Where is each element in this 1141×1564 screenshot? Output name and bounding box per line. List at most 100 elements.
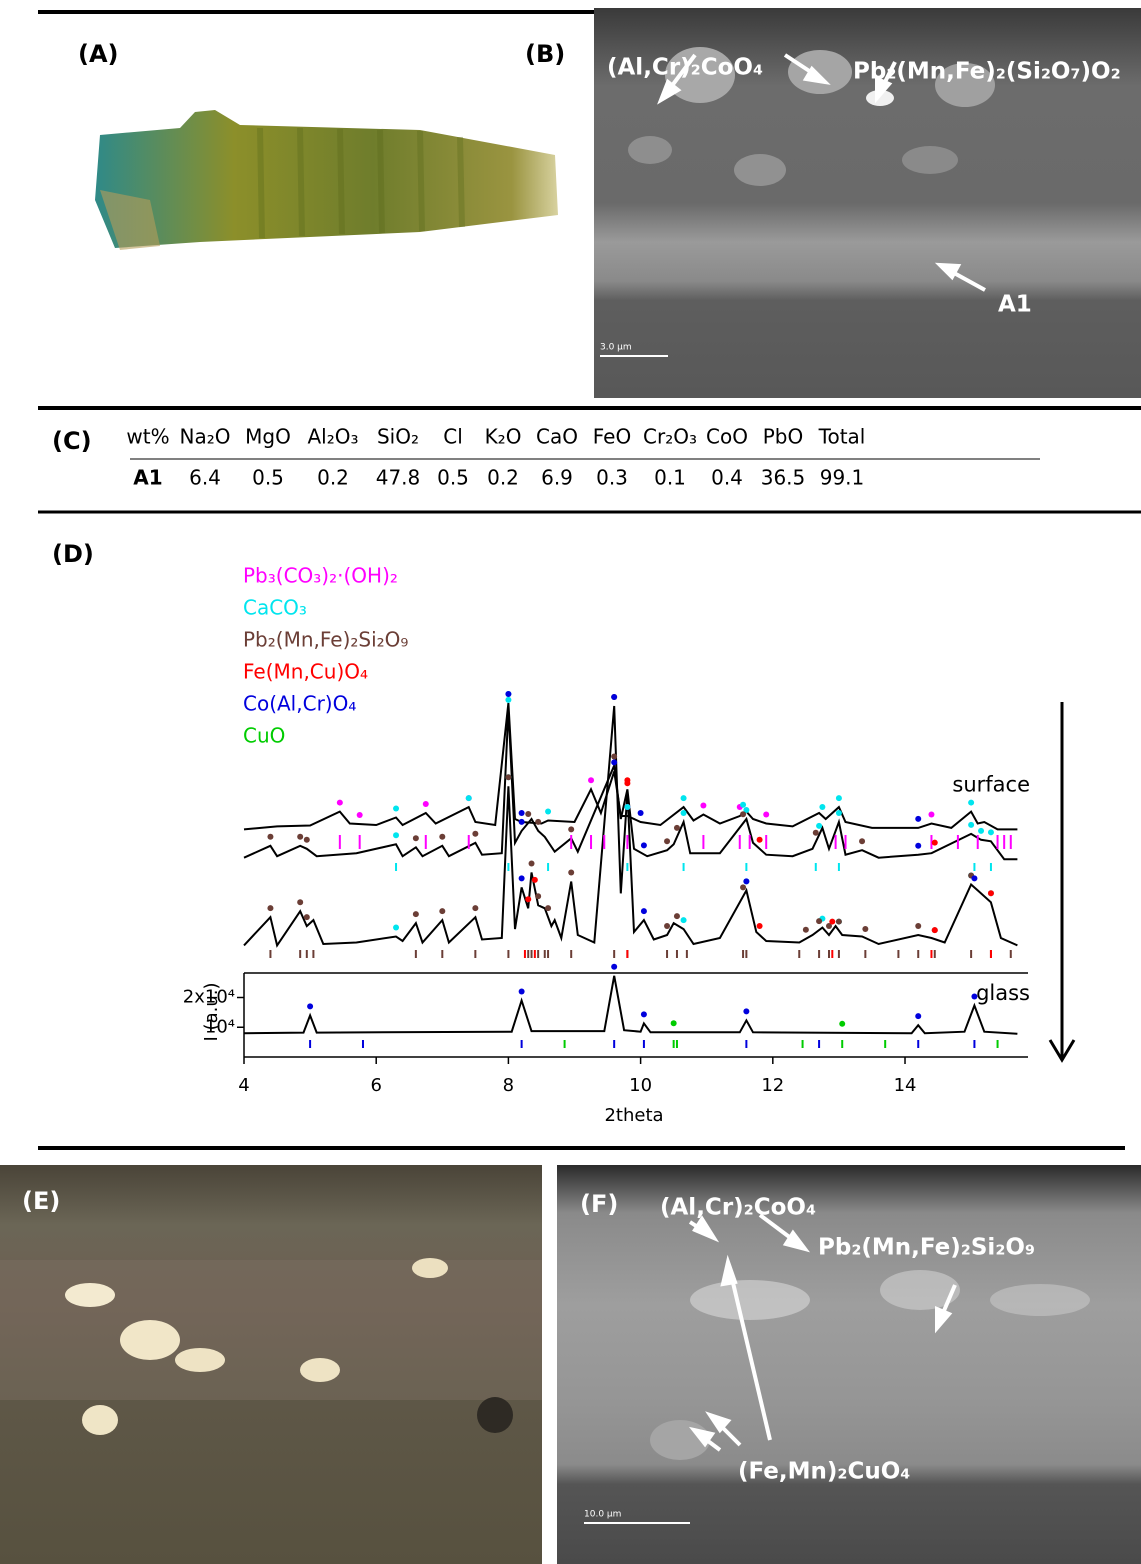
peak-dot <box>763 811 769 817</box>
peak-dot <box>267 834 273 840</box>
peak-dot <box>304 914 310 920</box>
peak-dot <box>568 869 574 875</box>
peak-dot <box>307 1003 313 1009</box>
panel-label: (C) <box>52 427 92 455</box>
peak-dot <box>519 819 525 825</box>
x-tick-label: 12 <box>761 1075 784 1096</box>
peak-dot <box>529 861 535 867</box>
table-cell: 0.2 <box>317 466 349 490</box>
annotation: (Al,Cr)₂CoO₄ <box>607 55 763 81</box>
peak-dot <box>664 838 670 844</box>
peak-dot <box>915 843 921 849</box>
peak-dot <box>740 884 746 890</box>
peak-dot <box>393 806 399 812</box>
peak-dot <box>611 964 617 970</box>
peak-dot <box>816 823 822 829</box>
trace-label: glass <box>976 981 1030 1005</box>
table-cell: 0.3 <box>596 466 628 490</box>
peak-dot <box>836 810 842 816</box>
scale-label: 10.0 µm <box>584 1510 621 1520</box>
peak-dot <box>519 988 525 994</box>
table-header: Cr₂O₃ <box>643 425 697 449</box>
peak-dot <box>641 908 647 914</box>
peak-dot <box>505 691 511 697</box>
peak-dot <box>971 994 977 1000</box>
table-header: SiO₂ <box>377 425 419 449</box>
panel-label: (B) <box>525 40 565 68</box>
peak-dot <box>757 923 763 929</box>
peak-dot <box>472 831 478 837</box>
peak-dot <box>393 925 399 931</box>
peak-dot <box>928 811 934 817</box>
table-header: wt% <box>126 425 169 449</box>
peak-dot <box>638 810 644 816</box>
peak-dot <box>413 835 419 841</box>
peak-dot <box>932 840 938 846</box>
table-cell: 0.4 <box>711 466 743 490</box>
peak-dot <box>740 811 746 817</box>
peak-dot <box>568 826 574 832</box>
peak-dot <box>337 800 343 806</box>
peak-dot <box>439 908 445 914</box>
peak-dot <box>803 927 809 933</box>
photo-e <box>0 1165 542 1564</box>
peak-dot <box>674 913 680 919</box>
peak-dot <box>505 697 511 703</box>
peak-dot <box>466 795 472 801</box>
peak-dot <box>535 893 541 899</box>
peak-dot <box>671 1020 677 1026</box>
peak-dot <box>532 877 538 883</box>
peak-dot <box>968 822 974 828</box>
peak-dot <box>525 896 531 902</box>
peak-dot <box>674 825 680 831</box>
table-cell: 0.5 <box>252 466 284 490</box>
peak-dot <box>297 834 303 840</box>
peak-dot <box>545 905 551 911</box>
peak-dot <box>357 812 363 818</box>
y-axis-label: I (a.u.) <box>201 983 222 1042</box>
annotation: (Al,Cr)₂CoO₄ <box>660 1195 816 1221</box>
peak-dot <box>525 811 531 817</box>
peak-dot <box>519 875 525 881</box>
annotation: Pb₂(Mn,Fe)₂(Si₂O₇)O₂ <box>853 59 1121 85</box>
peak-dot <box>519 810 525 816</box>
peak-dot <box>988 890 994 896</box>
table-cell: 0.2 <box>487 466 519 490</box>
legend-label: CuO <box>243 724 285 748</box>
arrow-d <box>1050 702 1074 1060</box>
peak-dot <box>267 905 273 911</box>
peak-dot <box>413 911 419 917</box>
table-header: FeO <box>593 425 631 449</box>
table-header: MgO <box>245 425 291 449</box>
peak-dot <box>988 829 994 835</box>
peak-dot <box>681 795 687 801</box>
legend-label: Co(Al,Cr)O₄ <box>243 692 356 716</box>
table-cell: 0.5 <box>437 466 469 490</box>
peak-dot <box>505 774 511 780</box>
peak-dot <box>641 842 647 848</box>
x-tick-label: 4 <box>238 1075 249 1096</box>
table-cell: 99.1 <box>820 466 865 490</box>
table-header: Na₂O <box>180 425 231 449</box>
peak-dot <box>535 819 541 825</box>
peak-dot <box>624 804 630 810</box>
peak-dot <box>393 832 399 838</box>
table-header: Al₂O₃ <box>307 425 358 449</box>
peak-dot <box>978 828 984 834</box>
peak-dot <box>819 804 825 810</box>
annotation: A1 <box>998 292 1032 318</box>
peak-dot <box>611 759 617 765</box>
peak-dot <box>681 917 687 923</box>
peak-dot <box>932 927 938 933</box>
table-cell: A1 <box>133 466 162 490</box>
x-tick-label: 6 <box>370 1075 381 1096</box>
peak-dot <box>297 899 303 905</box>
peak-dot <box>439 834 445 840</box>
peak-dot <box>664 923 670 929</box>
x-axis-label: 2theta <box>604 1105 663 1126</box>
peak-dot <box>839 1021 845 1027</box>
peak-dot <box>700 803 706 809</box>
peak-dot <box>611 753 617 759</box>
table-cell: 47.8 <box>376 466 421 490</box>
peak-dot <box>681 810 687 816</box>
